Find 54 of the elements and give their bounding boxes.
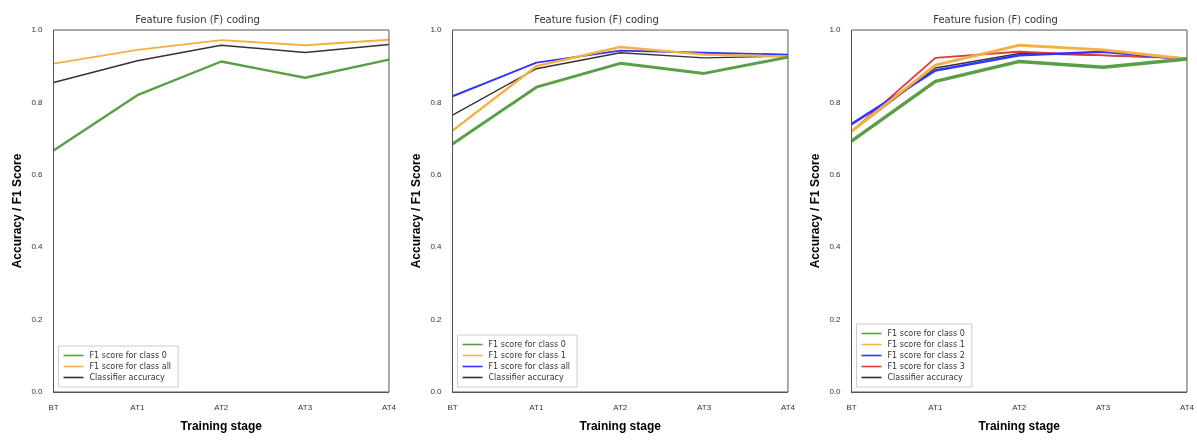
legend-label: F1 score for class all <box>488 361 571 371</box>
legend-label: F1 score for class 2 <box>887 350 965 360</box>
legend-label: F1 score for class 0 <box>89 350 167 360</box>
y-axis-title: Accuracy / F1 Score <box>408 153 423 269</box>
y-tick-label: 0.0 <box>430 387 443 397</box>
x-axis-title: Training stage <box>180 419 263 434</box>
y-tick-label: 1.0 <box>31 25 44 35</box>
x-tick-label: AT2 <box>214 403 229 412</box>
legend-label: F1 score for class 1 <box>488 350 566 360</box>
y-tick-label: 0.0 <box>829 387 842 397</box>
x-tick-label: AT3 <box>697 403 712 412</box>
x-tick-label: AT1 <box>130 403 145 412</box>
x-tick-label: AT4 <box>381 403 397 412</box>
legend-label: F1 score for class all <box>89 361 172 371</box>
y-tick-label: 0.6 <box>829 170 842 179</box>
x-axis-title: Training stage <box>579 419 662 434</box>
x-tick-label: AT3 <box>1096 403 1111 412</box>
legend-label: Classifier accuracy <box>887 372 963 382</box>
y-tick-label: 0.2 <box>829 314 842 324</box>
y-tick-label: 0.6 <box>31 170 44 179</box>
y-tick-label: 0.4 <box>829 242 842 252</box>
y-tick-label: 0.4 <box>430 242 443 252</box>
chart-title: Feature fusion (F) coding <box>135 13 260 25</box>
y-tick-label: 0.2 <box>31 314 44 324</box>
y-axis-title: Accuracy / F1 Score <box>9 153 24 269</box>
y-tick-label: 0.8 <box>829 97 842 107</box>
legend-label: Classifier accuracy <box>488 372 564 382</box>
chart-title: Feature fusion (F) coding <box>534 13 659 25</box>
x-tick-label: AT4 <box>1179 403 1195 412</box>
x-tick-label: BT <box>48 403 59 412</box>
y-tick-label: 1.0 <box>829 25 842 35</box>
x-tick-label: AT2 <box>613 403 628 412</box>
x-tick-label: BT <box>846 403 857 412</box>
legend-label: F1 score for class 3 <box>887 361 965 371</box>
x-tick-label: AT3 <box>298 403 313 412</box>
y-axis-title: Accuracy / F1 Score <box>807 153 822 269</box>
x-tick-label: AT1 <box>529 403 544 412</box>
y-tick-label: 0.4 <box>31 242 44 252</box>
chart-title: Feature fusion (F) coding <box>933 13 1058 25</box>
y-tick-label: 0.0 <box>31 387 44 397</box>
legend-label: Classifier accuracy <box>89 372 165 382</box>
x-tick-label: AT4 <box>780 403 796 412</box>
legend-label: F1 score for class 0 <box>887 328 965 338</box>
x-tick-label: AT1 <box>928 403 943 412</box>
y-tick-label: 0.8 <box>31 97 44 107</box>
x-axis-title: Training stage <box>978 419 1061 434</box>
legend-label: F1 score for class 1 <box>887 339 965 349</box>
y-tick-label: 1.0 <box>430 25 443 35</box>
x-tick-label: BT <box>447 403 458 412</box>
y-tick-label: 0.2 <box>430 314 443 324</box>
y-tick-label: 0.6 <box>430 170 443 179</box>
legend-label: F1 score for class 0 <box>488 339 566 349</box>
y-tick-label: 0.8 <box>430 97 443 107</box>
x-tick-label: AT2 <box>1012 403 1027 412</box>
